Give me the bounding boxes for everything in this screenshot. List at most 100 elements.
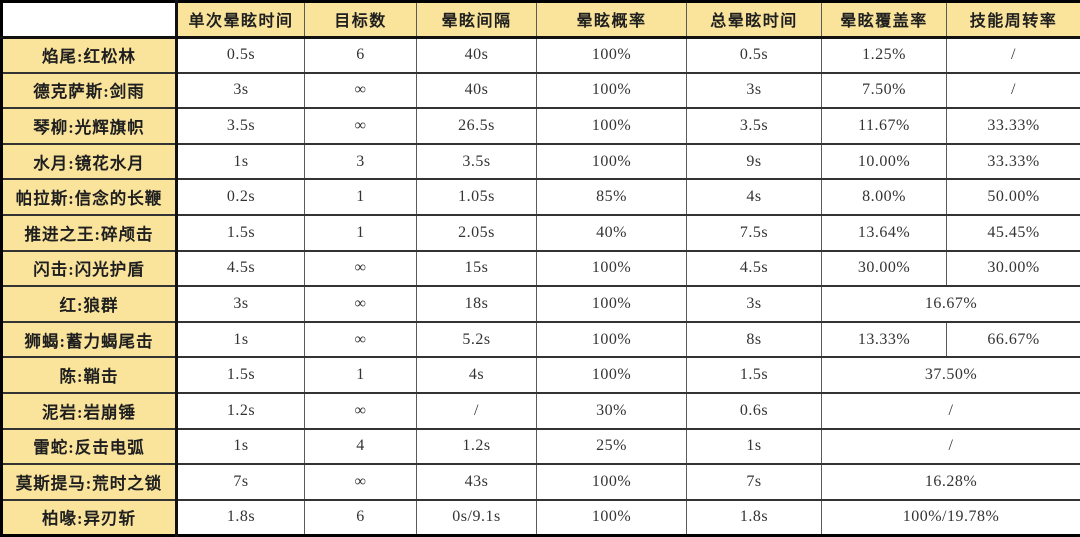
data-cell: 1 <box>305 179 417 215</box>
data-cell: 7s <box>687 464 822 500</box>
data-cell: 1s <box>177 429 305 465</box>
data-cell: 1.05s <box>417 179 537 215</box>
data-cell: 30.00% <box>947 251 1080 287</box>
data-cell: 1.8s <box>177 500 305 536</box>
data-cell: 0.5s <box>687 37 822 73</box>
data-cell: 1.2s <box>177 393 305 429</box>
data-cell: 1.5s <box>177 215 305 251</box>
data-cell: / <box>822 429 1080 465</box>
data-cell: 4.5s <box>687 251 822 287</box>
data-cell: / <box>822 393 1080 429</box>
data-cell: 100% <box>537 322 687 358</box>
data-cell: 8s <box>687 322 822 358</box>
column-header: 单次晕眩时间 <box>177 2 305 38</box>
data-cell: 5.2s <box>417 322 537 358</box>
data-cell: 10.00% <box>822 144 947 180</box>
data-cell: 40s <box>417 73 537 109</box>
data-cell: 43s <box>417 464 537 500</box>
row-label: 莫斯提马:荒时之锁 <box>2 464 177 500</box>
data-cell: 4.5s <box>177 251 305 287</box>
data-cell: ∞ <box>305 322 417 358</box>
column-header: 技能周转率 <box>947 2 1080 38</box>
data-cell: 1 <box>305 357 417 393</box>
data-cell: / <box>947 73 1080 109</box>
data-cell: 3s <box>687 73 822 109</box>
data-cell: 0.6s <box>687 393 822 429</box>
row-label: 帕拉斯:信念的长鞭 <box>2 179 177 215</box>
data-cell: ∞ <box>305 286 417 322</box>
data-cell: 4s <box>417 357 537 393</box>
data-cell: 3.5s <box>417 144 537 180</box>
row-label: 陈:鞘击 <box>2 357 177 393</box>
data-cell: 100% <box>537 500 687 536</box>
data-cell: 3s <box>177 286 305 322</box>
data-cell: 1 <box>305 215 417 251</box>
data-cell: 1s <box>177 144 305 180</box>
data-cell: 4 <box>305 429 417 465</box>
data-cell: 66.67% <box>947 322 1080 358</box>
data-cell: 50.00% <box>947 179 1080 215</box>
data-cell: 8.00% <box>822 179 947 215</box>
data-cell: 100%/19.78% <box>822 500 1080 536</box>
data-cell: ∞ <box>305 393 417 429</box>
data-cell: 13.64% <box>822 215 947 251</box>
data-cell: 16.28% <box>822 464 1080 500</box>
data-cell: ∞ <box>305 108 417 144</box>
data-cell: 7.50% <box>822 73 947 109</box>
data-cell: 0s/9.1s <box>417 500 537 536</box>
data-cell: 3s <box>177 73 305 109</box>
data-cell: 1.2s <box>417 429 537 465</box>
data-cell: 100% <box>537 108 687 144</box>
data-cell: 11.67% <box>822 108 947 144</box>
data-cell: 6 <box>305 37 417 73</box>
data-cell: 18s <box>417 286 537 322</box>
row-label: 推进之王:碎颅击 <box>2 215 177 251</box>
data-cell: ∞ <box>305 73 417 109</box>
data-cell: 7s <box>177 464 305 500</box>
row-label: 琴柳:光辉旗帜 <box>2 108 177 144</box>
data-cell: 0.5s <box>177 37 305 73</box>
data-cell: 100% <box>537 357 687 393</box>
data-cell: 16.67% <box>822 286 1080 322</box>
data-cell: 4s <box>687 179 822 215</box>
data-cell: 1s <box>687 429 822 465</box>
row-label: 泥岩:岩崩锤 <box>2 393 177 429</box>
data-cell: 1s <box>177 322 305 358</box>
data-cell: 0.2s <box>177 179 305 215</box>
data-cell: 6 <box>305 500 417 536</box>
data-cell: 1.5s <box>177 357 305 393</box>
data-cell: 30% <box>537 393 687 429</box>
row-label: 闪击:闪光护盾 <box>2 251 177 287</box>
data-cell: 9s <box>687 144 822 180</box>
data-cell: 33.33% <box>947 108 1080 144</box>
data-cell: ∞ <box>305 251 417 287</box>
row-label: 焰尾:红松林 <box>2 37 177 73</box>
data-cell: 3.5s <box>177 108 305 144</box>
row-label: 水月:镜花水月 <box>2 144 177 180</box>
data-cell: 3.5s <box>687 108 822 144</box>
data-cell: 100% <box>537 464 687 500</box>
data-cell: 3 <box>305 144 417 180</box>
row-label: 狮蝎:蓄力蝎尾击 <box>2 322 177 358</box>
data-cell: 100% <box>537 286 687 322</box>
data-cell: 45.45% <box>947 215 1080 251</box>
data-cell: / <box>417 393 537 429</box>
data-cell: 30.00% <box>822 251 947 287</box>
data-cell: 100% <box>537 37 687 73</box>
data-cell: 100% <box>537 144 687 180</box>
data-cell: / <box>947 37 1080 73</box>
column-header: 总晕眩时间 <box>687 2 822 38</box>
row-label: 雷蛇:反击电弧 <box>2 429 177 465</box>
data-cell: 15s <box>417 251 537 287</box>
data-cell: 40s <box>417 37 537 73</box>
